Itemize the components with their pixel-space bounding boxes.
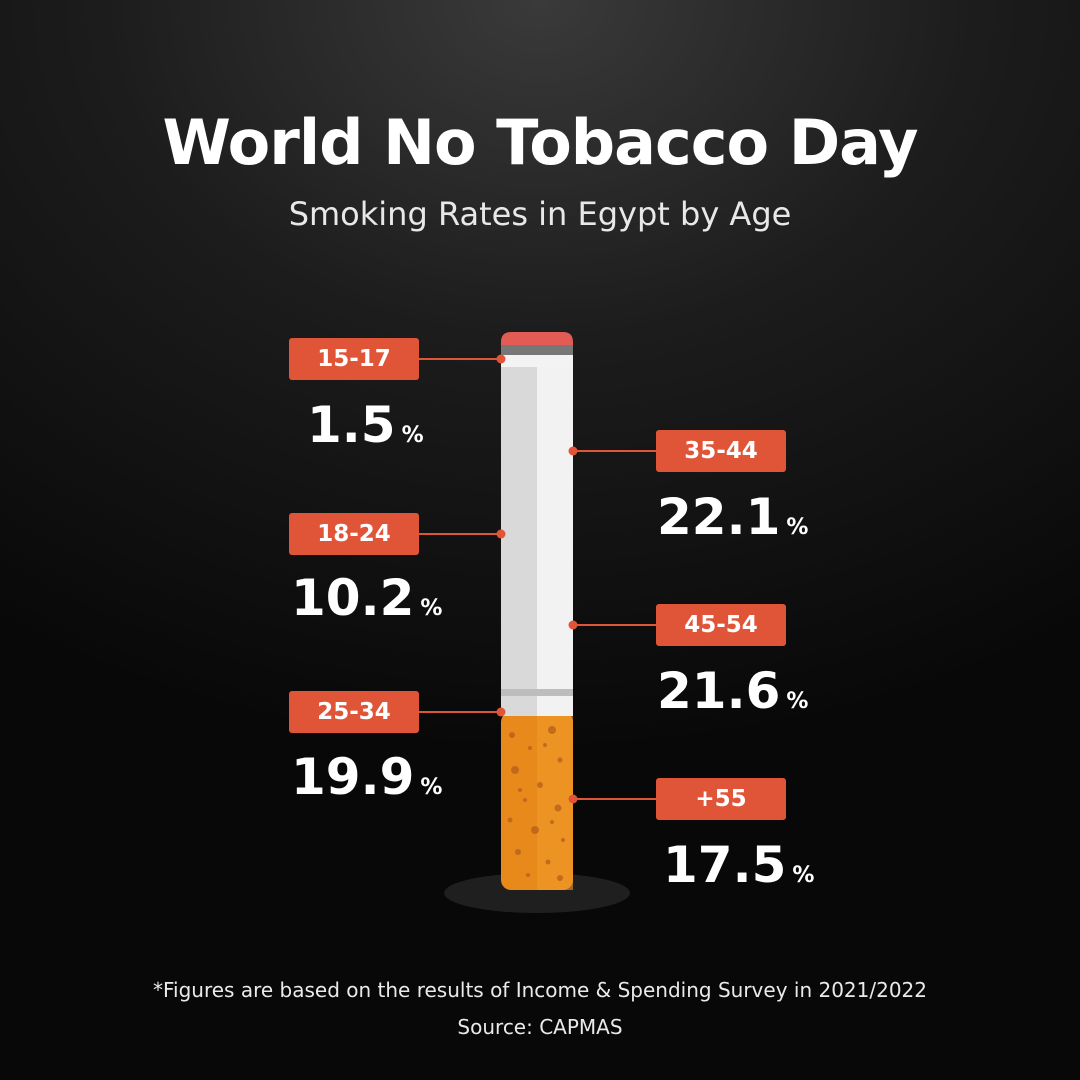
- filter-speckles: [507, 726, 565, 881]
- rate-number: 21.6: [657, 662, 781, 720]
- rate-number: 1.5: [307, 396, 396, 454]
- source-credit: Source: CAPMAS: [457, 1015, 623, 1039]
- age-group-badge-15-17: 15-17: [289, 338, 419, 380]
- percent-sign: %: [792, 863, 815, 888]
- age-group-badge-45-54: 45-54: [656, 604, 786, 646]
- cigarette-filter-shade: [537, 712, 573, 890]
- rate-number: 10.2: [291, 569, 415, 627]
- tip-ash-line: [501, 345, 573, 355]
- connector-dot-15-17: [496, 354, 506, 364]
- percent-sign: %: [786, 689, 809, 714]
- tip-ash-line-2: [501, 355, 573, 367]
- age-group-badge-25-34: 25-34: [289, 691, 419, 733]
- footnote: *Figures are based on the results of Inc…: [152, 978, 928, 1002]
- rate-number: 17.5: [663, 836, 787, 894]
- connector-dot-18-24: [496, 529, 506, 539]
- rate-value-25-34: 19.9%: [291, 752, 442, 802]
- rate-value-plus-55: 17.5%: [663, 840, 814, 890]
- rate-value-35-44: 22.1%: [657, 492, 808, 542]
- page-title: World No Tobacco Day: [162, 106, 919, 179]
- cigarette-paper-highlight: [537, 354, 573, 716]
- connector-dot-25-34: [496, 707, 506, 717]
- paper-band: [501, 689, 573, 696]
- age-group-badge-18-24: 18-24: [289, 513, 419, 555]
- rate-number: 22.1: [657, 488, 781, 546]
- age-group-badge-35-44: 35-44: [656, 430, 786, 472]
- cigarette-shadow: [444, 873, 630, 913]
- connector-dot-45-54: [568, 620, 578, 630]
- rate-number: 19.9: [291, 748, 415, 806]
- connector-dot-35-44: [568, 446, 578, 456]
- percent-sign: %: [401, 423, 424, 448]
- connector-dot-plus-55: [568, 794, 578, 804]
- age-group-badge-plus-55: +55: [656, 778, 786, 820]
- rate-value-45-54: 21.6%: [657, 666, 808, 716]
- rate-value-15-17: 1.5%: [307, 400, 424, 450]
- percent-sign: %: [420, 596, 443, 621]
- rate-value-18-24: 10.2%: [291, 573, 442, 623]
- percent-sign: %: [420, 775, 443, 800]
- page-subtitle: Smoking Rates in Egypt by Age: [288, 195, 792, 233]
- percent-sign: %: [786, 515, 809, 540]
